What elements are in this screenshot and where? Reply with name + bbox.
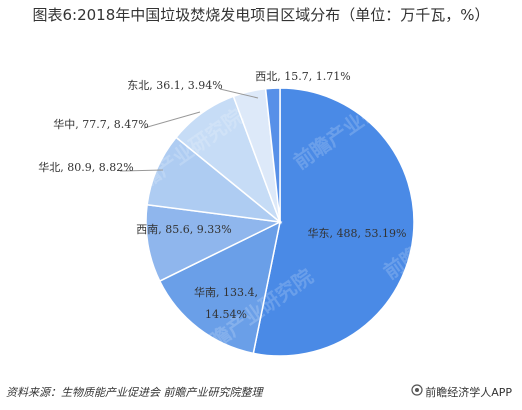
leader-line-东北 xyxy=(219,88,259,99)
leader-line-华中 xyxy=(143,111,201,129)
slice-label-华东: 华东, 488, 53.19% xyxy=(308,226,407,240)
slice-label-西南: 西南, 85.6, 9.33% xyxy=(136,223,231,236)
slice-label-line: 华南, 133.4, xyxy=(194,285,258,299)
brand-credit: 前瞻经济学人APP xyxy=(411,384,512,400)
leader-lines xyxy=(119,88,259,172)
pie-slice-华南 xyxy=(158,220,282,355)
slice-label-西北: 西北, 15.7, 1.71% xyxy=(255,70,350,83)
slice-label-line: 14.54% xyxy=(205,308,247,321)
slice-label-东北: 东北, 36.1, 3.94% xyxy=(127,79,222,92)
brand-logo-icon xyxy=(411,384,423,399)
pie-slices xyxy=(145,87,415,357)
slice-label-华北: 华北, 80.9, 8.82% xyxy=(38,160,133,174)
pie-slice-华东 xyxy=(252,87,415,357)
leader-line-华北 xyxy=(119,169,164,172)
slice-label-华中: 华中, 77.7, 8.47% xyxy=(53,117,148,131)
slice-labels: 华东, 488, 53.19% 华南, 133.4, 14.54% 西南, 85.6,… xyxy=(38,70,406,321)
chart-title: 图表6:2018年中国垃圾焚烧发电项目区域分布（单位：万千瓦，%） xyxy=(32,6,490,24)
pie-slice-西北 xyxy=(264,87,281,223)
brand-text: 前瞻经济学人APP xyxy=(425,386,512,399)
source-note: 资料来源：生物质能产业促进会 前瞻产业研究院整理 xyxy=(6,386,263,399)
pie-slice-西南 xyxy=(145,203,283,283)
slice-label-华南: 华南, 133.4, 14.54% xyxy=(194,285,258,321)
